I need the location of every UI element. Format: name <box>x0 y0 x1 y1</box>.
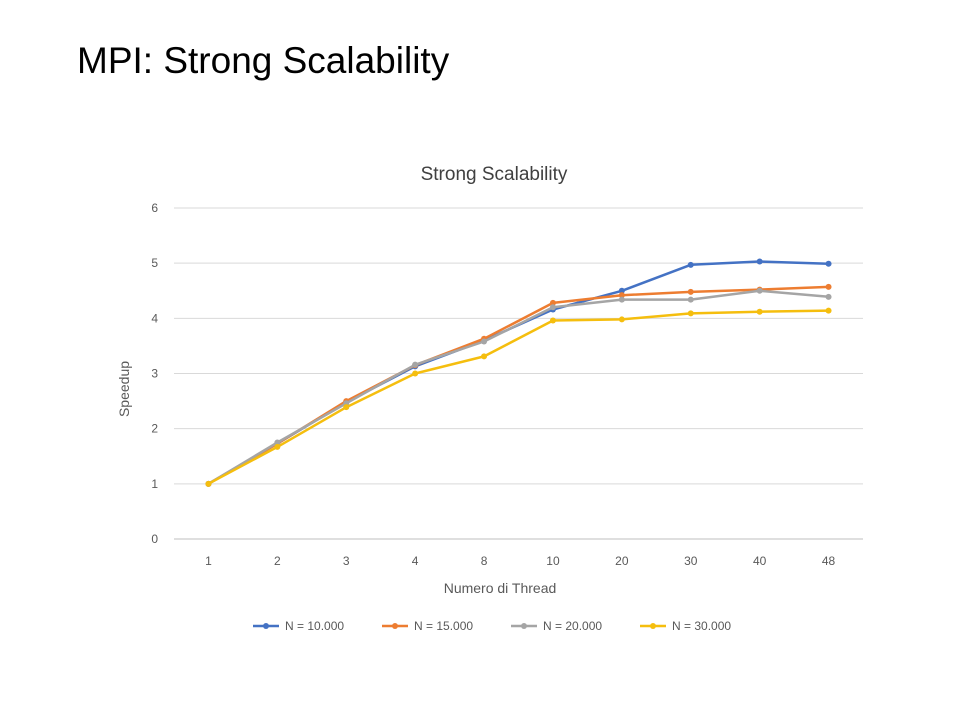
x-tick-label: 30 <box>684 554 698 568</box>
legend-marker <box>263 623 269 629</box>
x-tick-label: 20 <box>615 554 629 568</box>
legend-label: N = 15.000 <box>414 619 473 633</box>
legend: N = 10.000 N = 15.000 N = 20.000 N = 30.000 <box>253 619 731 633</box>
data-point <box>825 260 832 267</box>
x-tick-label: 10 <box>546 554 560 568</box>
data-point <box>481 338 488 345</box>
data-point <box>205 480 212 487</box>
data-point <box>687 288 694 295</box>
y-tick-label: 1 <box>151 477 158 491</box>
x-tick-label: 1 <box>205 554 212 568</box>
data-point <box>274 443 281 450</box>
data-point <box>412 370 419 377</box>
legend-item: N = 15.000 <box>382 619 473 633</box>
data-point <box>825 293 832 300</box>
data-point <box>618 316 625 323</box>
data-point <box>481 353 488 360</box>
data-point <box>549 317 556 324</box>
y-axis-title: Speedup <box>116 361 132 417</box>
y-tick-labels: 0 1 2 3 4 5 6 <box>151 201 158 546</box>
data-point <box>549 299 556 306</box>
data-point <box>549 304 556 311</box>
data-point <box>756 287 763 294</box>
series-path <box>207 285 830 486</box>
data-point <box>618 292 625 299</box>
y-tick-label: 0 <box>151 532 158 546</box>
x-tick-label: 4 <box>412 554 419 568</box>
chart-title: Strong Scalability <box>421 164 568 185</box>
data-point <box>687 310 694 317</box>
legend-item: N = 30.000 <box>640 619 731 633</box>
series-line-2 <box>205 283 832 487</box>
x-tick-label: 48 <box>822 554 836 568</box>
legend-item: N = 20.000 <box>511 619 602 633</box>
y-tick-label: 2 <box>151 422 158 436</box>
gridlines <box>174 207 863 540</box>
data-point <box>687 296 694 303</box>
x-tick-label: 2 <box>274 554 281 568</box>
x-tick-label: 3 <box>343 554 350 568</box>
data-point <box>412 361 419 368</box>
legend-label: N = 30.000 <box>672 619 731 633</box>
legend-label: N = 10.000 <box>285 619 344 633</box>
legend-label: N = 20.000 <box>543 619 602 633</box>
y-tick-label: 5 <box>151 256 158 270</box>
data-point <box>343 404 350 411</box>
series-line-3 <box>205 287 832 487</box>
y-tick-label: 4 <box>151 311 158 325</box>
data-point <box>825 307 832 314</box>
y-tick-label: 6 <box>151 201 158 215</box>
slide-title: MPI: Strong Scalability <box>77 40 450 81</box>
data-series <box>205 258 832 487</box>
data-point <box>274 439 281 446</box>
series-line-4 <box>205 307 832 487</box>
data-point <box>687 261 694 268</box>
legend-item: N = 10.000 <box>253 619 344 633</box>
legend-marker <box>521 623 527 629</box>
series-path <box>207 289 830 486</box>
x-tick-label: 40 <box>753 554 767 568</box>
data-point <box>618 296 625 303</box>
data-point <box>618 287 625 294</box>
data-point <box>756 308 763 315</box>
x-tick-label: 8 <box>481 554 488 568</box>
x-axis-title: Numero di Thread <box>444 580 557 596</box>
legend-marker <box>650 623 656 629</box>
series-path <box>207 309 830 486</box>
x-tick-labels: 1 2 3 4 8 10 20 30 40 48 <box>205 554 835 568</box>
data-point <box>756 258 763 265</box>
data-point <box>825 283 832 290</box>
legend-marker <box>392 623 398 629</box>
y-tick-label: 3 <box>151 367 158 381</box>
